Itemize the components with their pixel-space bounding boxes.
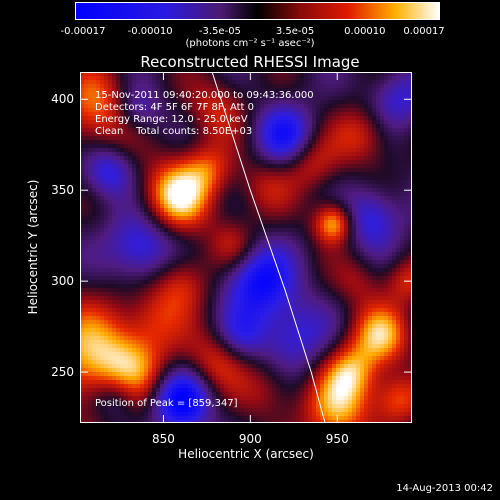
timestamp: 14-Aug-2013 00:42	[396, 483, 493, 494]
plot-area	[80, 72, 412, 423]
colorbar-tick-label: -0.00017	[60, 26, 106, 37]
solar-limb-line	[211, 72, 326, 423]
x-tick-label: 950	[325, 432, 349, 446]
colorbar	[75, 2, 440, 20]
colorbar-tick-label: 0.00010	[344, 26, 386, 37]
x-tick-label: 850	[151, 432, 175, 446]
energy-range-line: Energy Range: 12.0 - 25.0 keV	[95, 114, 248, 125]
peak-position-label: Position of Peak = [859,347]	[95, 398, 238, 409]
colorbar-gradient	[76, 3, 439, 19]
detectors-line: Detectors: 4F 5F 6F 7F 8F, Att 0	[95, 102, 255, 113]
x-tick-label: 900	[238, 432, 262, 446]
y-axis-label: Heliocentric Y (arcsec)	[26, 179, 40, 315]
colorbar-tick-label: -3.5e-05	[198, 26, 241, 37]
colorbar-unit-label: (photons cm⁻² s⁻¹ asec⁻²)	[185, 38, 315, 49]
x-axis-label: Heliocentric X (arcsec)	[178, 447, 314, 461]
heatmap-image	[80, 72, 412, 423]
chart-title: Reconstructed RHESSI Image	[140, 53, 360, 71]
y-tick-label: 300	[51, 274, 74, 289]
clean-counts-line: Clean Total counts: 8.50E+03	[95, 126, 253, 137]
y-tick-label: 250	[51, 365, 74, 380]
colorbar-tick-label: 3.5e-05	[275, 26, 315, 37]
colorbar-tick-label: 0.00017	[403, 26, 445, 37]
observation-time: 15-Nov-2011 09:40:20.000 to 09:43:36.000	[95, 90, 314, 101]
y-tick-label: 400	[51, 92, 74, 107]
colorbar-tick-label: -0.00010	[127, 26, 173, 37]
y-tick-label: 350	[51, 183, 74, 198]
